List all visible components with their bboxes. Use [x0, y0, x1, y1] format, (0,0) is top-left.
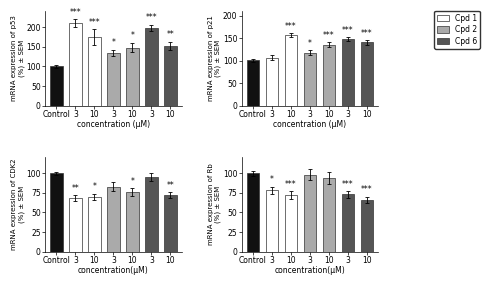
Bar: [50, 173, 62, 252]
Bar: [284, 35, 297, 106]
Bar: [360, 200, 373, 252]
Bar: [322, 178, 335, 252]
Bar: [145, 28, 158, 106]
Text: *: *: [130, 31, 134, 41]
Y-axis label: mRNA expression of Rb
(%) ± SEM: mRNA expression of Rb (%) ± SEM: [208, 164, 222, 245]
Legend: Cpd 1, Cpd 2, Cpd 6: Cpd 1, Cpd 2, Cpd 6: [434, 11, 480, 49]
Text: ***: ***: [146, 13, 157, 22]
Bar: [304, 53, 316, 106]
Y-axis label: mRNA expression of p53
(%) ± SEM: mRNA expression of p53 (%) ± SEM: [12, 16, 25, 102]
Y-axis label: mRNA expression of CDK2
(%) ± SEM: mRNA expression of CDK2 (%) ± SEM: [12, 159, 25, 250]
Bar: [246, 173, 259, 252]
Bar: [360, 42, 373, 106]
Bar: [107, 186, 120, 252]
Bar: [145, 177, 158, 252]
Text: *: *: [112, 38, 116, 47]
Bar: [284, 195, 297, 252]
Text: ***: ***: [323, 31, 334, 40]
Bar: [69, 198, 82, 252]
Bar: [266, 190, 278, 252]
Bar: [164, 45, 176, 106]
Bar: [126, 47, 138, 106]
X-axis label: concentration(μM): concentration(μM): [274, 266, 345, 275]
Bar: [342, 194, 354, 252]
Text: ***: ***: [361, 185, 372, 194]
Bar: [322, 45, 335, 106]
Text: **: **: [166, 181, 174, 190]
Text: *: *: [308, 39, 312, 48]
Text: ***: ***: [361, 29, 372, 38]
X-axis label: concentration(μM): concentration(μM): [78, 266, 149, 275]
Bar: [266, 58, 278, 106]
Text: ***: ***: [88, 18, 100, 27]
Text: ***: ***: [342, 26, 353, 35]
X-axis label: concentration (μM): concentration (μM): [77, 120, 150, 129]
Bar: [246, 60, 259, 106]
Text: *: *: [270, 175, 274, 184]
Y-axis label: mRNA expression of p21
(%) ± SEM: mRNA expression of p21 (%) ± SEM: [208, 16, 222, 102]
Bar: [342, 39, 354, 106]
Bar: [50, 66, 62, 106]
Text: **: **: [166, 30, 174, 39]
Text: ***: ***: [342, 180, 353, 189]
Bar: [88, 37, 101, 106]
Text: *: *: [92, 182, 96, 191]
Bar: [126, 192, 138, 252]
Text: ***: ***: [285, 22, 296, 31]
Bar: [304, 175, 316, 252]
Bar: [107, 53, 120, 106]
Text: **: **: [72, 184, 80, 193]
Text: *: *: [130, 177, 134, 186]
Text: ***: ***: [70, 8, 81, 17]
Bar: [164, 195, 176, 252]
X-axis label: concentration (μM): concentration (μM): [274, 120, 346, 129]
Bar: [69, 23, 82, 106]
Text: ***: ***: [285, 180, 296, 189]
Bar: [88, 197, 101, 252]
